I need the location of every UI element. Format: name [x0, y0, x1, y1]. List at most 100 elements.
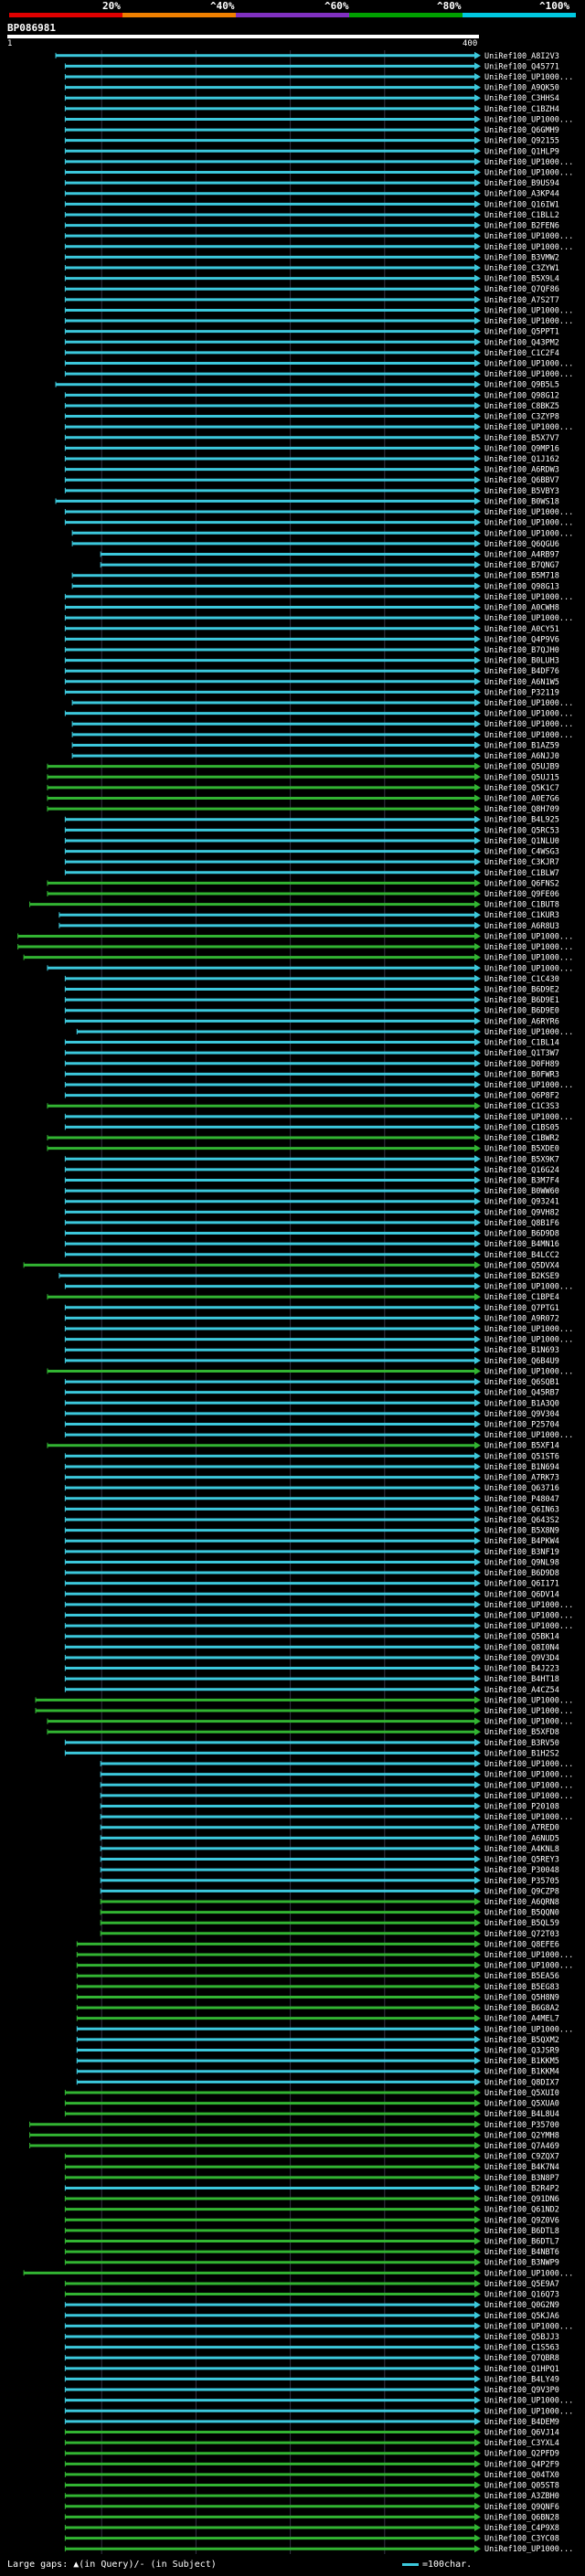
hit-label[interactable]: UniRef100_UP1000... — [484, 169, 573, 178]
hit-label[interactable]: UniRef100_A0CWH8 — [484, 604, 559, 613]
hit-label[interactable]: UniRef100_A6R8U3 — [484, 922, 559, 931]
hit-label[interactable]: UniRef100_UP1000... — [484, 1792, 573, 1801]
hit-label[interactable]: UniRef100_A3ZBH0 — [484, 2492, 559, 2501]
hit-label[interactable]: UniRef100_Q0G2N9 — [484, 2301, 559, 2310]
hit-label[interactable]: UniRef100_UP1000... — [484, 158, 573, 167]
hit-label[interactable]: UniRef100_UP1000... — [484, 508, 573, 517]
hit-label[interactable]: UniRef100_C1BZH4 — [484, 105, 559, 114]
hit-label[interactable]: UniRef100_Q93241 — [484, 1198, 559, 1207]
hit-label[interactable]: UniRef100_Q6BN28 — [484, 2513, 559, 2522]
hit-label[interactable]: UniRef100_UP1000... — [484, 1113, 573, 1122]
hit-label[interactable]: UniRef100_A9QK50 — [484, 84, 559, 93]
hit-label[interactable]: UniRef100_UP1000... — [484, 699, 573, 708]
hit-label[interactable]: UniRef100_UP1000... — [484, 360, 573, 369]
hit-label[interactable]: UniRef100_B4L925 — [484, 816, 559, 825]
hit-label[interactable]: UniRef100_A4KNL8 — [484, 1845, 559, 1854]
hit-label[interactable]: UniRef100_A4RB97 — [484, 550, 559, 559]
hit-label[interactable]: UniRef100_Q5XUA0 — [484, 2100, 559, 2109]
hit-label[interactable]: UniRef100_B1A3Q0 — [484, 1399, 559, 1408]
hit-label[interactable]: UniRef100_Q9V3D4 — [484, 1654, 559, 1663]
hit-label[interactable]: UniRef100_B5XFD8 — [484, 1728, 559, 1737]
hit-label[interactable]: UniRef100_B6DTL7 — [484, 2238, 559, 2247]
hit-label[interactable]: UniRef100_UP1000... — [484, 1081, 573, 1090]
hit-label[interactable]: UniRef100_Q6QGU6 — [484, 540, 559, 549]
hit-label[interactable]: UniRef100_UP1000... — [484, 2269, 573, 2278]
hit-label[interactable]: UniRef100_Q45771 — [484, 62, 559, 71]
hit-label[interactable]: UniRef100_UP1000... — [484, 1813, 573, 1822]
hit-label[interactable]: UniRef100_UP1000... — [484, 1431, 573, 1440]
hit-label[interactable]: UniRef100_UP1000... — [484, 1028, 573, 1037]
hit-label[interactable]: UniRef100_Q9V3P0 — [484, 2386, 559, 2395]
hit-label[interactable]: UniRef100_P30048 — [484, 1866, 559, 1875]
hit-label[interactable]: UniRef100_B7QJH0 — [484, 646, 559, 655]
hit-label[interactable]: UniRef100_P32119 — [484, 688, 559, 697]
hit-label[interactable]: UniRef100_C1BLW7 — [484, 869, 559, 878]
hit-label[interactable]: UniRef100_C4WSG3 — [484, 848, 559, 857]
hit-label[interactable]: UniRef100_UP1000... — [484, 1336, 573, 1345]
hit-label[interactable]: UniRef100_UP1000... — [484, 1962, 573, 1971]
hit-label[interactable]: UniRef100_D0FH89 — [484, 1060, 559, 1069]
hit-label[interactable]: UniRef100_Q98G12 — [484, 391, 559, 400]
hit-label[interactable]: UniRef100_Q6B4U9 — [484, 1357, 559, 1366]
hit-label[interactable]: UniRef100_UP1000... — [484, 2407, 573, 2416]
hit-label[interactable]: UniRef100_A0E7G6 — [484, 795, 559, 804]
hit-label[interactable]: UniRef100_Q98G13 — [484, 582, 559, 591]
hit-label[interactable]: UniRef100_UP1000... — [484, 519, 573, 528]
hit-label[interactable]: UniRef100_B1N693 — [484, 1346, 559, 1355]
hit-label[interactable]: UniRef100_C1C2F4 — [484, 349, 559, 358]
hit-label[interactable]: UniRef100_A7S2T7 — [484, 296, 559, 305]
hit-label[interactable]: UniRef100_UP1000... — [484, 1612, 573, 1621]
hit-label[interactable]: UniRef100_A4CZ54 — [484, 1686, 559, 1695]
hit-label[interactable]: UniRef100_Q9FE06 — [484, 890, 559, 899]
hit-label[interactable]: UniRef100_UP1000... — [484, 932, 573, 941]
hit-label[interactable]: UniRef100_Q5KJA6 — [484, 2312, 559, 2321]
hit-label[interactable]: UniRef100_B5X8N9 — [484, 1527, 559, 1536]
hit-label[interactable]: UniRef100_B3M7F4 — [484, 1176, 559, 1185]
hit-label[interactable]: UniRef100_C3KJR7 — [484, 858, 559, 867]
hit-label[interactable]: UniRef100_C9ZQX7 — [484, 2153, 559, 2162]
hit-label[interactable]: UniRef100_B0LUH3 — [484, 657, 559, 666]
hit-label[interactable]: UniRef100_C1C3S3 — [484, 1102, 559, 1111]
hit-label[interactable]: UniRef100_Q5XUI0 — [484, 2089, 559, 2098]
hit-label[interactable]: UniRef100_UP1000... — [484, 1367, 573, 1376]
hit-label[interactable]: UniRef100_A3KP44 — [484, 190, 559, 199]
hit-label[interactable]: UniRef100_Q7QF86 — [484, 285, 559, 294]
hit-label[interactable]: UniRef100_UP1000... — [484, 954, 573, 963]
hit-label[interactable]: UniRef100_Q63716 — [484, 1484, 559, 1493]
hit-label[interactable]: UniRef100_Q6SQB1 — [484, 1378, 559, 1387]
hit-label[interactable]: UniRef100_UP1000... — [484, 1760, 573, 1769]
hit-label[interactable]: UniRef100_A6RYR6 — [484, 1017, 559, 1026]
hit-label[interactable]: UniRef100_Q6GMH9 — [484, 126, 559, 135]
hit-label[interactable]: UniRef100_C3HHS4 — [484, 94, 559, 103]
hit-label[interactable]: UniRef100_B5M718 — [484, 572, 559, 581]
hit-label[interactable]: UniRef100_Q1NLU0 — [484, 837, 559, 846]
hit-label[interactable]: UniRef100_Q9MP16 — [484, 444, 559, 453]
hit-label[interactable]: UniRef100_Q5DVX4 — [484, 1261, 559, 1270]
hit-label[interactable]: UniRef100_Q6I171 — [484, 1580, 559, 1589]
hit-label[interactable]: UniRef100_UP1000... — [484, 943, 573, 952]
hit-label[interactable]: UniRef100_Q04TX0 — [484, 2471, 559, 2480]
hit-label[interactable]: UniRef100_Q4P2F9 — [484, 2460, 559, 2469]
hit-label[interactable]: UniRef100_UP1000... — [484, 2322, 573, 2331]
hit-label[interactable]: UniRef100_Q91DN6 — [484, 2195, 559, 2204]
hit-label[interactable]: UniRef100_Q72T03 — [484, 1930, 559, 1939]
hit-label[interactable]: UniRef100_Q6DV14 — [484, 1590, 559, 1599]
hit-label[interactable]: UniRef100_Q643S2 — [484, 1516, 559, 1525]
hit-label[interactable]: UniRef100_C1BLL2 — [484, 211, 559, 220]
hit-label[interactable]: UniRef100_Q7QBR8 — [484, 2354, 559, 2363]
hit-label[interactable]: UniRef100_B2R4P2 — [484, 2184, 559, 2193]
hit-label[interactable]: UniRef100_UP1000... — [484, 1718, 573, 1727]
hit-label[interactable]: UniRef100_Q6IN63 — [484, 1505, 559, 1514]
hit-label[interactable]: UniRef100_C4P9X8 — [484, 2524, 559, 2533]
hit-label[interactable]: UniRef100_B4K7N4 — [484, 2163, 559, 2172]
hit-label[interactable]: UniRef100_Q6P8F2 — [484, 1092, 559, 1101]
hit-label[interactable]: UniRef100_A7RED0 — [484, 1824, 559, 1833]
hit-label[interactable]: UniRef100_A9R072 — [484, 1314, 559, 1323]
hit-label[interactable]: UniRef100_Q5BJJ3 — [484, 2333, 559, 2342]
hit-label[interactable]: UniRef100_UP1000... — [484, 1771, 573, 1780]
hit-label[interactable]: UniRef100_UP1000... — [484, 73, 573, 82]
hit-label[interactable]: UniRef100_Q7A469 — [484, 2142, 559, 2151]
hit-label[interactable]: UniRef100_B6D9E2 — [484, 986, 559, 995]
hit-label[interactable]: UniRef100_C1BUT8 — [484, 901, 559, 910]
hit-label[interactable]: UniRef100_Q3JSR9 — [484, 2047, 559, 2056]
